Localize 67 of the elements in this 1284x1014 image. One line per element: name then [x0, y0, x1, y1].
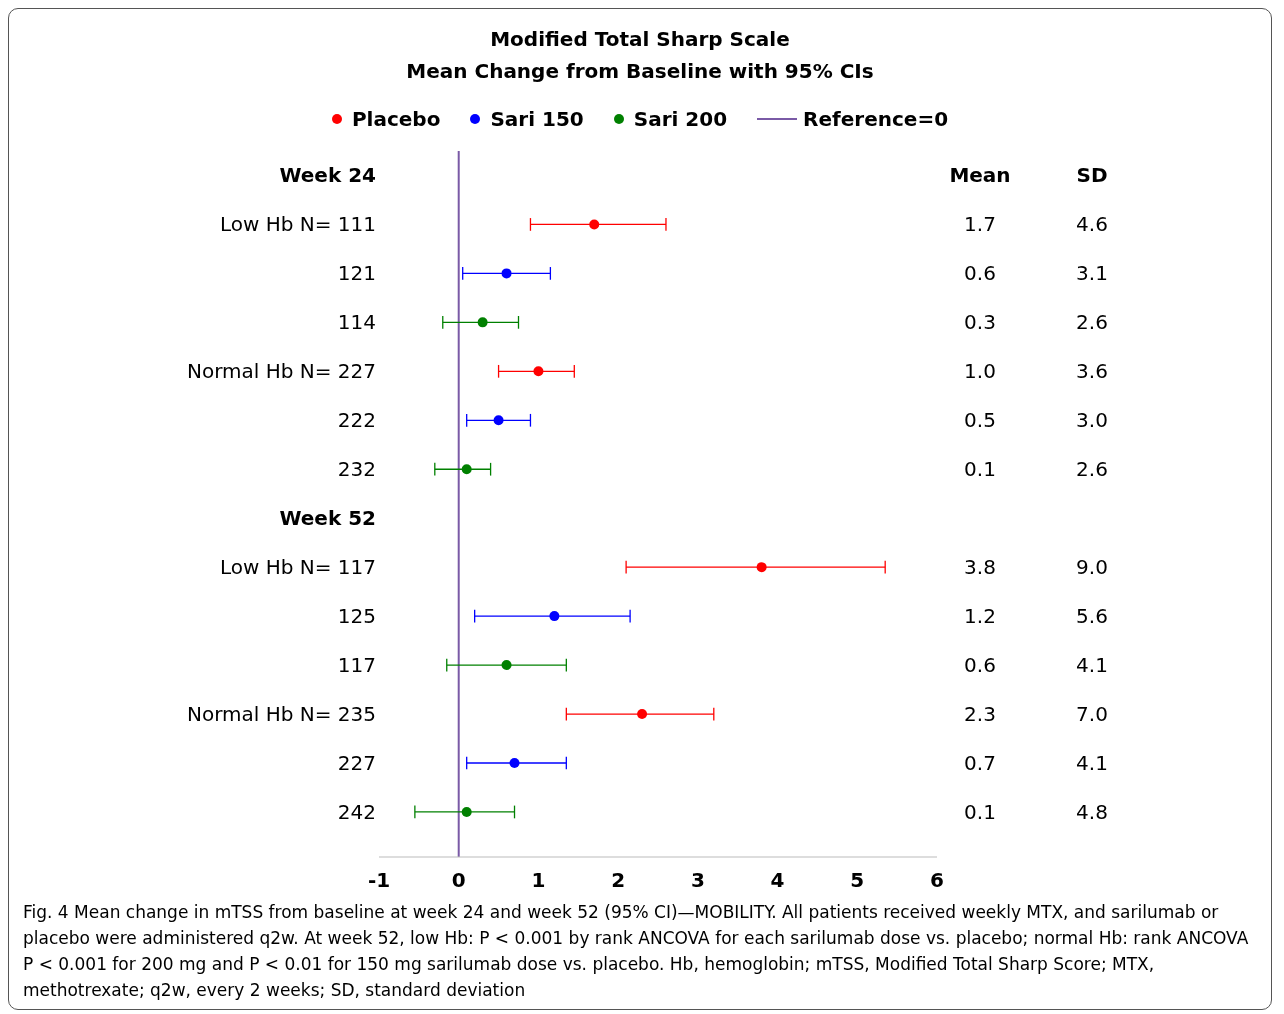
- y-tick-label: 222: [337, 408, 376, 433]
- text: 4.6: [1076, 212, 1108, 237]
- point: [549, 611, 560, 622]
- y-tick-label: 121: [337, 261, 376, 286]
- point: [477, 317, 488, 328]
- text: 0.6: [964, 653, 996, 678]
- text: 0.7: [964, 751, 996, 775]
- y-tick-label: 242: [337, 799, 376, 824]
- point: [461, 806, 472, 817]
- text: 1.0: [964, 359, 996, 384]
- text: 2.6: [1076, 310, 1108, 335]
- y-tick-label: Low Hb N= 111: [219, 212, 376, 237]
- legend-label: Placebo: [350, 107, 441, 131]
- text: Mean: [949, 163, 1011, 188]
- text: 0.6: [964, 261, 996, 286]
- text: 0.1: [964, 799, 996, 824]
- x-tick-label: 4: [770, 868, 785, 892]
- y-tick-label: Normal Hb N= 227: [186, 359, 376, 384]
- text: 3.8: [964, 555, 996, 580]
- y-tick-label: 114: [337, 310, 376, 335]
- y-tick-label: Week 24: [279, 163, 376, 188]
- text: 5.6: [1076, 604, 1108, 629]
- text: 2.6: [1076, 457, 1108, 482]
- text: 0.1: [964, 457, 996, 482]
- text: 1.7: [964, 212, 996, 237]
- text: 3.1: [1076, 261, 1108, 286]
- legend-label: Sari 200: [632, 107, 728, 131]
- legend-label: Reference=0: [802, 107, 949, 131]
- x-tick-label: 1: [531, 868, 546, 892]
- caption: Fig. 4 Mean change in mTSS from baseline at week 24 and week 52 (95% CI)—MOBILITY. All patients received weekly MTX, and sarilumab or placebo were administered q2w. At week 52, low Hb: P < 0.001 by rank ANCOVA for each sarilumab dose vs. placebo; normal Hb: rank ANCOVA P < 0.001 for 200 mg and P < 0.01 for 150 mg sarilumab dose vs. placebo. Hb, hemoglobin; mTSS, Modified Total Sharp Score; MTX, methotrexate; q2w, every 2 weeks; SD, standard deviation: [23, 901, 1250, 1002]
- text: 3.6: [1076, 359, 1108, 384]
- text: 1.2: [964, 604, 996, 629]
- text: 4.1: [1076, 653, 1108, 678]
- chart-title: Modified Total Sharp Scale: [489, 26, 791, 53]
- legend-label: Sari 150: [489, 107, 584, 131]
- x-tick-label: 3: [690, 868, 705, 892]
- x-tick-label: 0: [451, 868, 466, 892]
- point: [509, 758, 520, 768]
- y-tick-label: 227: [337, 751, 376, 775]
- x-tick-label: 2: [611, 868, 626, 892]
- x-tick-label: 6: [930, 868, 944, 892]
- y-tick-label: 125: [337, 604, 376, 629]
- text: 0.3: [964, 310, 996, 335]
- text: 4.8: [1076, 799, 1108, 824]
- point: [637, 709, 648, 720]
- y-tick-label: 117: [337, 653, 376, 678]
- text: 9.0: [1076, 555, 1108, 580]
- y-tick-label: Normal Hb N= 235: [186, 702, 376, 727]
- point: [533, 366, 544, 377]
- point: [501, 660, 512, 671]
- point: [501, 268, 512, 279]
- chart-subtitle: Mean Change from Baseline with 95% CIs: [405, 58, 875, 85]
- point: [461, 464, 472, 475]
- point: [589, 219, 600, 230]
- y-tick-label: 232: [337, 457, 376, 482]
- text: 2.3: [964, 702, 996, 727]
- point: [756, 562, 767, 573]
- y-tick-label: Low Hb N= 117: [219, 555, 376, 580]
- point: [493, 415, 504, 426]
- text: 0.5: [964, 408, 996, 433]
- y-tick-label: Week 52: [279, 506, 376, 531]
- text: 4.1: [1076, 751, 1108, 775]
- x-tick-label: 5: [850, 868, 865, 892]
- text: 3.0: [1076, 408, 1108, 433]
- x-tick-label: -1: [367, 868, 391, 892]
- text: SD: [1076, 163, 1108, 188]
- text: 7.0: [1076, 702, 1108, 727]
